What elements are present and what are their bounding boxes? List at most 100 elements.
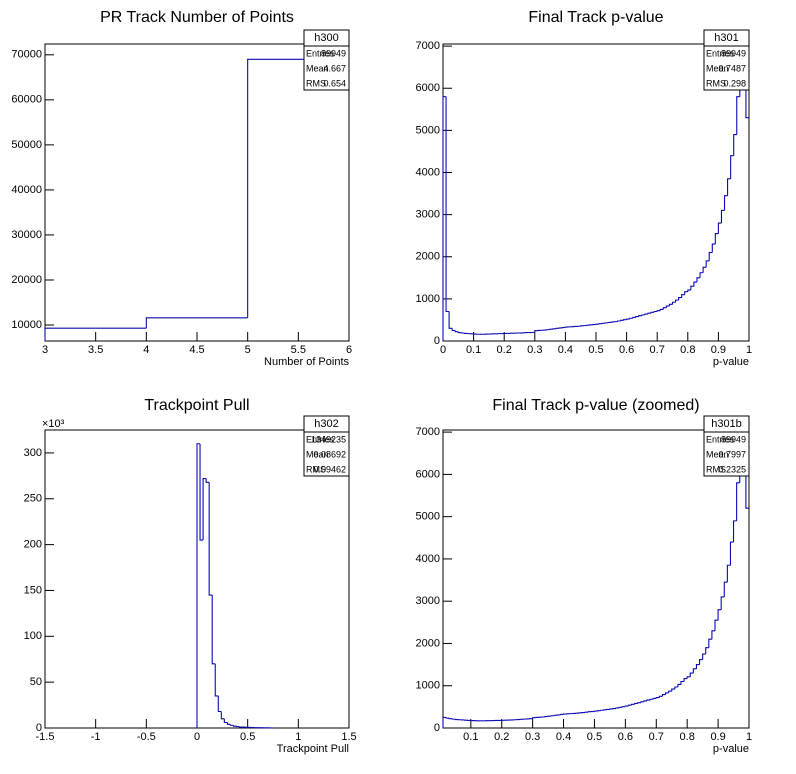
x-tick-label: 0.2 — [494, 731, 509, 743]
x-tick-label: 0.4 — [556, 731, 571, 743]
y-tick-label: 6000 — [416, 82, 440, 94]
histogram-bin — [684, 291, 688, 295]
histogram-bin — [451, 328, 456, 332]
y-tick-label: 5000 — [416, 124, 440, 136]
y-tick-label: 150 — [24, 584, 42, 596]
histogram-bin — [632, 316, 636, 319]
x-tick-label: 1 — [746, 344, 752, 356]
x-tick-label: 0.2 — [497, 344, 512, 356]
histogram-bin — [641, 314, 645, 316]
histogram-bin — [723, 581, 728, 597]
y-tick-label: 2000 — [416, 637, 440, 649]
histogram-bin — [699, 272, 704, 278]
stats-box — [303, 29, 350, 91]
histogram-bin — [226, 722, 231, 725]
stats-value: 0.298 — [723, 78, 746, 88]
y-tick-label: 0 — [434, 722, 440, 734]
histogram-bin — [723, 195, 728, 211]
stats-box — [703, 29, 750, 91]
stats-label: RMS — [306, 464, 326, 474]
histogram-bin — [635, 316, 639, 318]
histogram-bin — [618, 706, 623, 708]
y-tick-label: 250 — [24, 493, 42, 505]
histogram-bin — [621, 706, 626, 708]
histogram-bin — [646, 699, 651, 701]
stats-label: RMS — [706, 464, 726, 474]
histogram-bin — [671, 688, 675, 692]
histogram-bin — [671, 301, 676, 305]
x-tick-label: 0.5 — [587, 731, 602, 743]
histogram-bin — [229, 724, 234, 726]
histogram-bin — [217, 695, 222, 713]
x-axis-label: p-value — [713, 356, 749, 368]
stats-value: 0.7997 — [718, 449, 746, 459]
y-tick-label: 7000 — [416, 426, 440, 438]
y-tick-label: 3000 — [416, 209, 440, 221]
histogram-bin — [658, 695, 663, 698]
x-tick-label: -1.5 — [36, 731, 55, 743]
y-tick-label: 0 — [36, 722, 42, 734]
stats-value: 89949 — [321, 48, 346, 58]
histogram-bin — [656, 310, 661, 312]
histogram-bin — [629, 317, 633, 320]
x-tick-label: 0.7 — [649, 731, 664, 743]
x-tick-label: 0.3 — [525, 731, 540, 743]
y-tick-label: 60000 — [11, 94, 42, 106]
stats-label: Mean — [306, 449, 329, 459]
histogram-bin — [622, 319, 627, 321]
histogram-bin — [442, 716, 447, 728]
histogram-bin — [705, 647, 709, 655]
y-tick-label: 300 — [24, 447, 42, 459]
histogram-bin — [689, 672, 694, 677]
stats-name: h302 — [314, 418, 338, 430]
y-tick-label: 50000 — [11, 139, 42, 151]
x-tick-label: 0.6 — [618, 731, 633, 743]
stats-value: 0.09462 — [313, 464, 346, 474]
histogram-bin — [650, 311, 655, 314]
stats-label: Mean — [706, 63, 729, 73]
histogram-bin — [732, 520, 737, 543]
histogram-bin — [717, 609, 722, 621]
histogram-bin — [696, 277, 701, 283]
histogram-bin — [445, 96, 450, 313]
histogram-bin — [664, 692, 669, 695]
histogram-bin — [675, 299, 679, 303]
histogram-bin — [223, 718, 228, 724]
histogram-bin — [705, 260, 710, 268]
y-tick-label: 2000 — [416, 251, 440, 263]
x-tick-label: 5 — [245, 344, 251, 356]
histogram-bin — [668, 690, 672, 693]
histogram-bin — [711, 630, 715, 640]
stats-label: Entries — [306, 434, 335, 444]
histogram-bin — [448, 718, 453, 720]
y-tick-label: 4000 — [416, 553, 440, 565]
stats-name: h300 — [314, 32, 338, 44]
stats-box — [703, 415, 750, 477]
histogram-bin — [442, 96, 447, 341]
histogram-bin — [711, 243, 716, 253]
x-tick-label: 0.9 — [710, 731, 725, 743]
x-axis-label: Trackpoint Pull — [277, 743, 349, 755]
y-tick-label: 50 — [30, 676, 42, 688]
chart-title: Trackpoint Pull — [144, 397, 249, 414]
histogram-bin — [714, 233, 719, 245]
histogram-bin — [637, 702, 641, 704]
stats-value: 89949 — [721, 434, 746, 444]
histogram-bin — [692, 668, 697, 674]
stats-value: 0.08692 — [313, 449, 346, 459]
histogram-bin — [727, 178, 731, 196]
y-tick-label: 5000 — [416, 511, 440, 523]
histogram-bin — [674, 686, 678, 690]
histogram-bin — [211, 595, 216, 665]
x-tick-label: 0.8 — [680, 731, 695, 743]
histogram-bin — [665, 305, 670, 308]
x-tick-label: 0.1 — [463, 731, 478, 743]
y-multiplier: ×10³ — [42, 418, 65, 430]
y-tick-label: 7000 — [416, 40, 440, 52]
histogram-bin — [720, 596, 725, 610]
histogram-bin — [448, 311, 453, 329]
histogram-bin — [652, 697, 657, 700]
x-tick-label: 3 — [42, 344, 48, 356]
